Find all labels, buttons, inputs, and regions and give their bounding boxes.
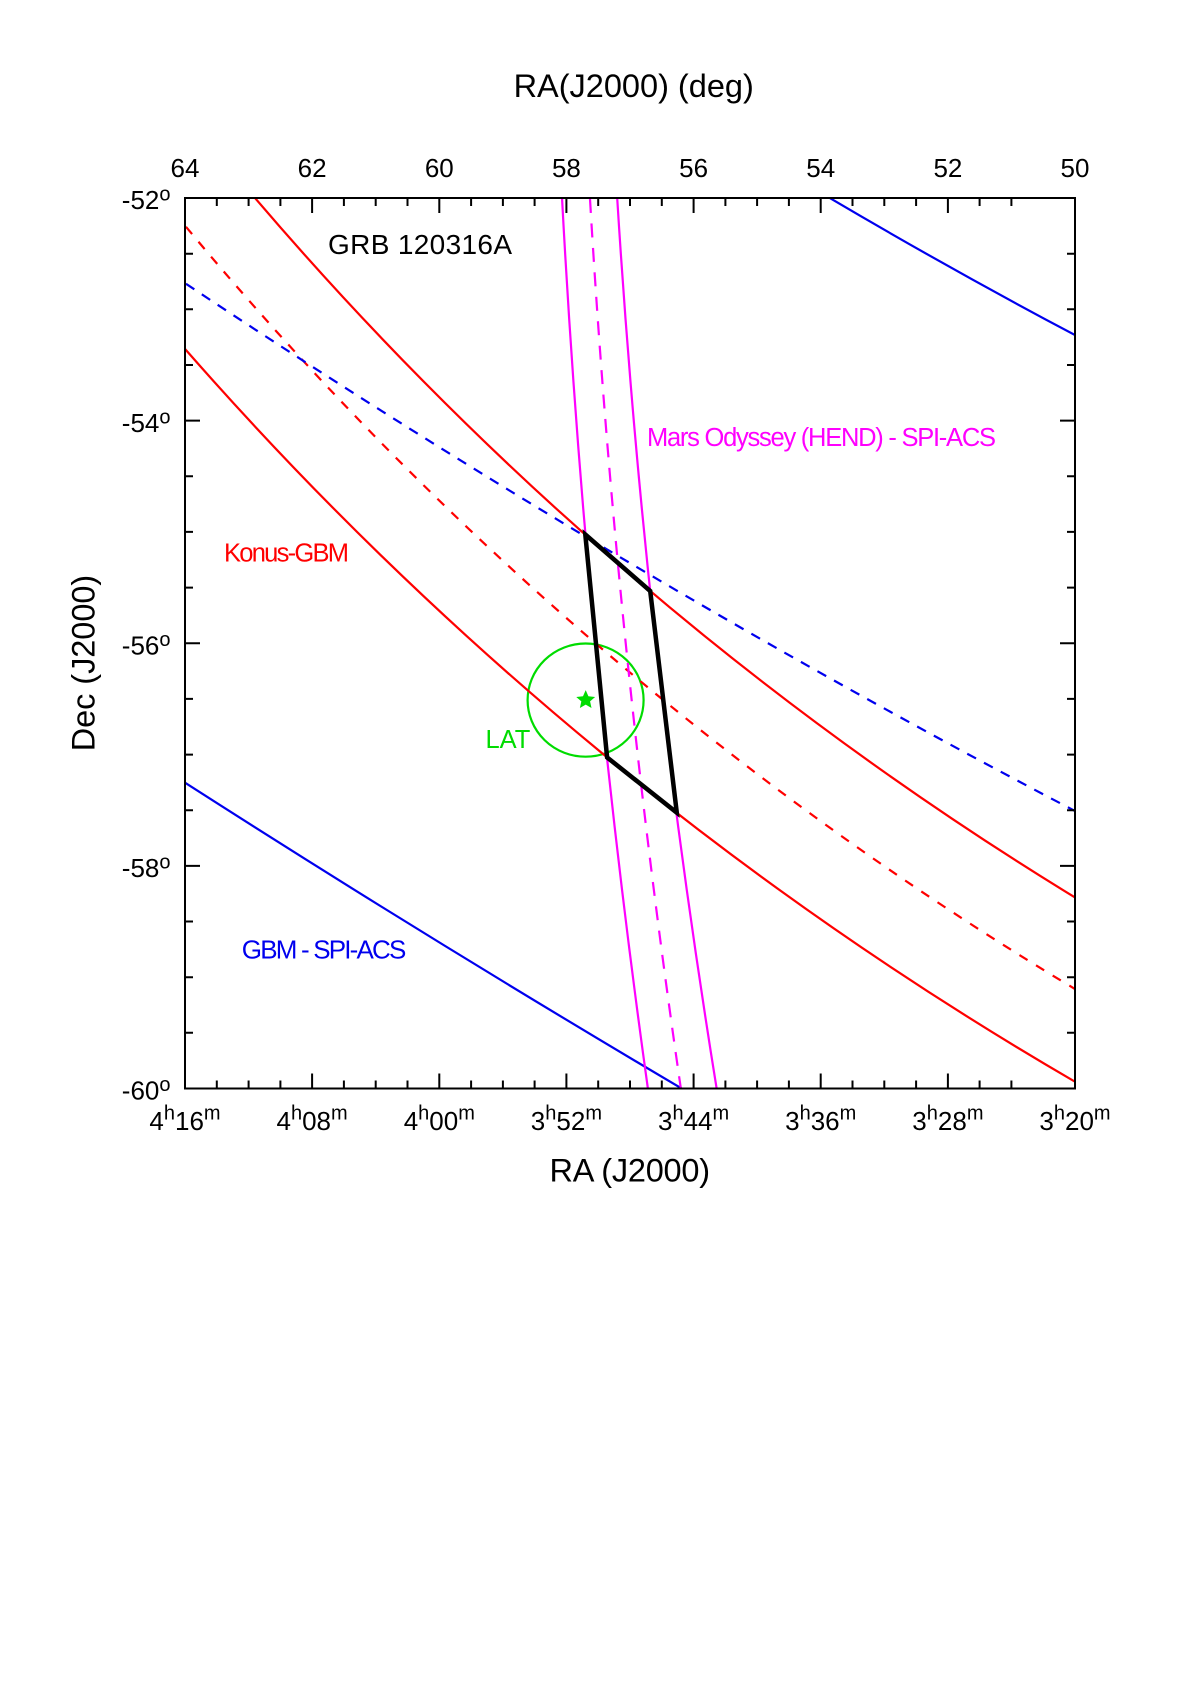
svg-text:56: 56: [679, 153, 708, 183]
svg-text:-56o: -56o: [122, 629, 171, 661]
svg-text:-52o: -52o: [122, 184, 171, 216]
svg-text:3h44m: 3h44m: [658, 1103, 729, 1137]
svg-text:52: 52: [933, 153, 962, 183]
svg-text:-60o: -60o: [122, 1074, 171, 1106]
svg-text:-54o: -54o: [122, 406, 171, 438]
svg-text:60: 60: [425, 153, 454, 183]
svg-text:3h36m: 3h36m: [785, 1103, 856, 1137]
svg-text:3h28m: 3h28m: [912, 1103, 983, 1137]
svg-text:-58o: -58o: [122, 852, 171, 884]
svg-text:Mars Odyssey (HEND) - SPI-ACS: Mars Odyssey (HEND) - SPI-ACS: [647, 424, 996, 452]
svg-text:GBM - SPI-ACS: GBM - SPI-ACS: [242, 935, 406, 965]
svg-text:GRB 120316A: GRB 120316A: [328, 229, 512, 260]
svg-text:LAT: LAT: [486, 726, 531, 754]
svg-text:50: 50: [1061, 153, 1090, 183]
svg-text:58: 58: [552, 153, 581, 183]
svg-text:3h20m: 3h20m: [1039, 1103, 1110, 1137]
svg-text:4h08m: 4h08m: [277, 1103, 348, 1137]
svg-text:RA(J2000) (deg): RA(J2000) (deg): [514, 68, 754, 104]
svg-text:RA (J2000): RA (J2000): [550, 1153, 711, 1189]
svg-text:Konus-GBM: Konus-GBM: [224, 540, 349, 568]
svg-text:Dec (J2000): Dec (J2000): [66, 575, 102, 752]
svg-text:64: 64: [171, 153, 200, 183]
svg-text:54: 54: [806, 153, 835, 183]
svg-text:62: 62: [298, 153, 327, 183]
svg-text:3h52m: 3h52m: [531, 1103, 602, 1137]
svg-text:4h16m: 4h16m: [149, 1103, 220, 1137]
svg-text:4h00m: 4h00m: [404, 1103, 475, 1137]
